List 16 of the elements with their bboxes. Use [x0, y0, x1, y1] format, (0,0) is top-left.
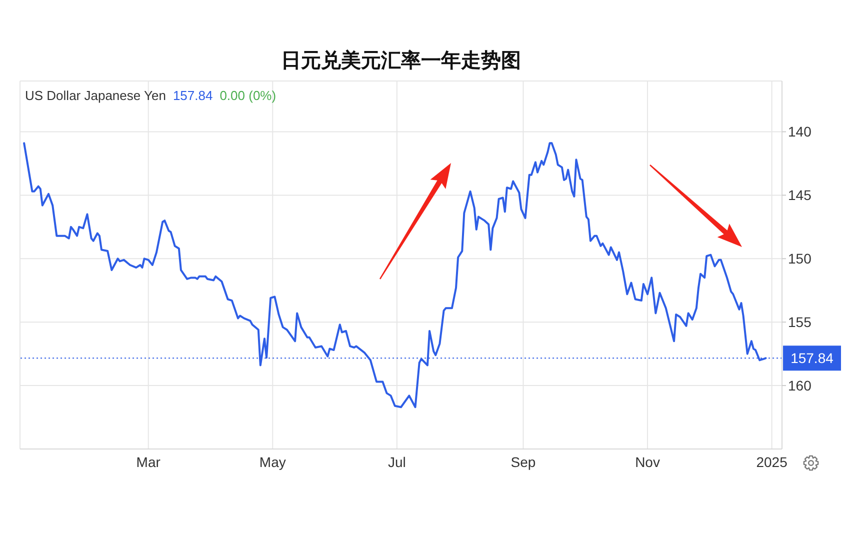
x-tick-label: Sep — [510, 454, 536, 470]
y-tick-label: 150 — [788, 250, 812, 267]
text: US Dollar Japanese Yen — [25, 87, 166, 105]
chart-title: 日元兑美元汇率一年走势图 — [280, 47, 522, 74]
annotation: 157.84 — [172, 87, 213, 105]
y-tick-label: 155 — [788, 314, 812, 330]
x-tick-label: May — [259, 454, 286, 470]
x-tick-label: Mar — [136, 454, 161, 470]
y-tick-label: 140 — [788, 124, 812, 140]
x-tick-label: Jul — [388, 454, 406, 470]
annotation: 0.00 (0%) — [220, 87, 276, 105]
y-tick-label: 160 — [788, 378, 812, 394]
y-tick-label: 145 — [788, 187, 812, 204]
x-tick-label: Nov — [635, 454, 660, 470]
x-tick-label: 2025 — [756, 454, 788, 470]
ref-line-label: 157.84 — [790, 350, 834, 366]
